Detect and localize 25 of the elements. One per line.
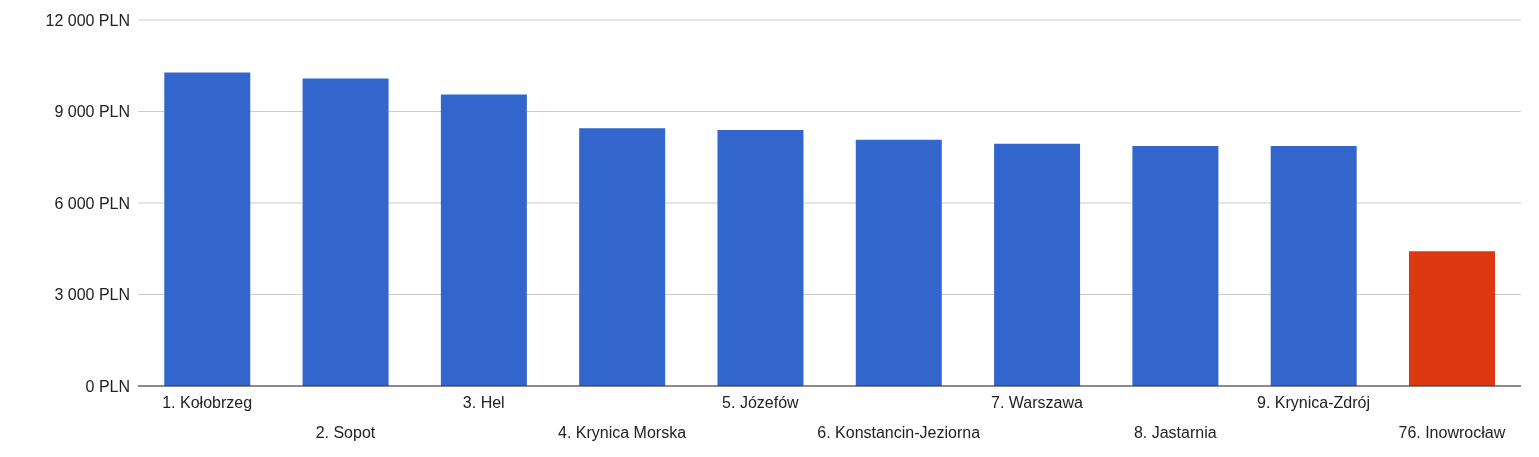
y-tick-label: 6 000 PLN: [54, 194, 130, 212]
bar: [1270, 145, 1357, 386]
bar: [302, 78, 389, 386]
x-tick-label: 8. Jastarnia: [1133, 424, 1217, 441]
bar: [440, 94, 527, 386]
x-tick-label: 3. Hel: [462, 394, 505, 411]
x-tick-label: 2. Sopot: [315, 424, 376, 441]
bar: [994, 143, 1081, 386]
bar: [1132, 145, 1219, 386]
x-tick-label: 6. Konstancin-Jeziorna: [817, 424, 981, 441]
y-tick-label: 0 PLN: [85, 377, 130, 395]
x-tick-label: 9. Krynica-Zdrój: [1257, 394, 1371, 411]
x-tick-label: 4. Krynica Morska: [558, 424, 687, 441]
y-tick-label: 9 000 PLN: [54, 103, 130, 121]
y-tick-label: 3 000 PLN: [54, 286, 130, 304]
y-tick-label: 12 000 PLN: [45, 11, 130, 29]
x-tick-label: 1. Kołobrzeg: [162, 394, 253, 411]
bar: [1408, 251, 1495, 386]
x-tick-label: 76. Inowrocław: [1398, 424, 1506, 441]
bar: [717, 130, 804, 386]
bar: [855, 139, 942, 386]
x-tick-label: 5. Józefów: [722, 394, 800, 411]
bar: [579, 128, 666, 386]
x-tick-label: 7. Warszawa: [991, 394, 1083, 411]
bar: [164, 72, 251, 386]
